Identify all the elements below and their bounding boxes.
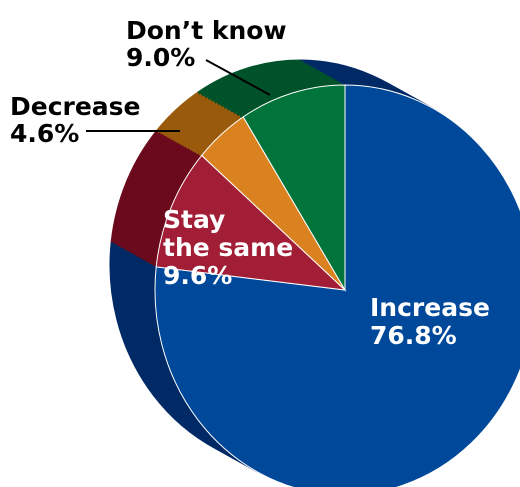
pie-slice-stay-the-same xyxy=(155,154,347,291)
increase-value-label: 76.8% xyxy=(370,321,457,350)
dontknow-leader-line xyxy=(205,59,271,96)
stay-value-label: 9.6% xyxy=(163,261,232,290)
dontknow-value-label: 9.0% xyxy=(126,43,195,72)
decrease-value-label: 4.6% xyxy=(10,119,79,148)
increase-label-line1: Increase xyxy=(370,293,490,322)
stay-label-line1: Stay xyxy=(163,205,225,234)
decrease-label-line1: Decrease xyxy=(10,92,141,121)
pie-slice-increase xyxy=(154,84,520,487)
pie-top-layer xyxy=(154,84,520,487)
pie-slice-don-t-know xyxy=(242,84,346,292)
dontknow-label-line1: Don’t know xyxy=(126,16,287,45)
stay-label-line2: the same xyxy=(163,233,293,262)
